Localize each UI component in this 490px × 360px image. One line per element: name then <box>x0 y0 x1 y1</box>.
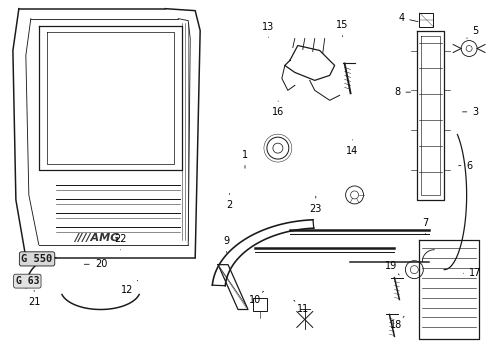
Bar <box>419 13 433 27</box>
Text: 19: 19 <box>385 261 399 275</box>
Text: 13: 13 <box>262 22 274 37</box>
Text: G 63: G 63 <box>16 276 39 286</box>
Text: 8: 8 <box>394 87 411 97</box>
Text: 1: 1 <box>242 150 248 168</box>
Text: 18: 18 <box>390 316 404 330</box>
Text: 23: 23 <box>310 196 322 214</box>
Text: 10: 10 <box>248 291 264 305</box>
Text: 16: 16 <box>272 101 284 117</box>
Text: 15: 15 <box>337 20 349 37</box>
Text: 6: 6 <box>459 161 472 171</box>
Text: 4: 4 <box>398 13 418 23</box>
Text: 9: 9 <box>223 236 229 252</box>
Text: 5: 5 <box>467 26 479 39</box>
Text: 22: 22 <box>114 234 127 250</box>
Text: 2: 2 <box>226 194 233 210</box>
Text: 17: 17 <box>464 268 482 278</box>
Bar <box>253 298 267 311</box>
Text: 20: 20 <box>84 259 107 269</box>
Text: 7: 7 <box>422 218 429 235</box>
Text: 14: 14 <box>346 140 359 156</box>
Text: ////AMG: ////AMG <box>74 233 120 243</box>
Text: G 550: G 550 <box>22 254 53 264</box>
Text: 12: 12 <box>121 280 138 296</box>
Text: 21: 21 <box>28 291 40 307</box>
Text: 11: 11 <box>294 300 309 314</box>
Text: 3: 3 <box>463 107 478 117</box>
